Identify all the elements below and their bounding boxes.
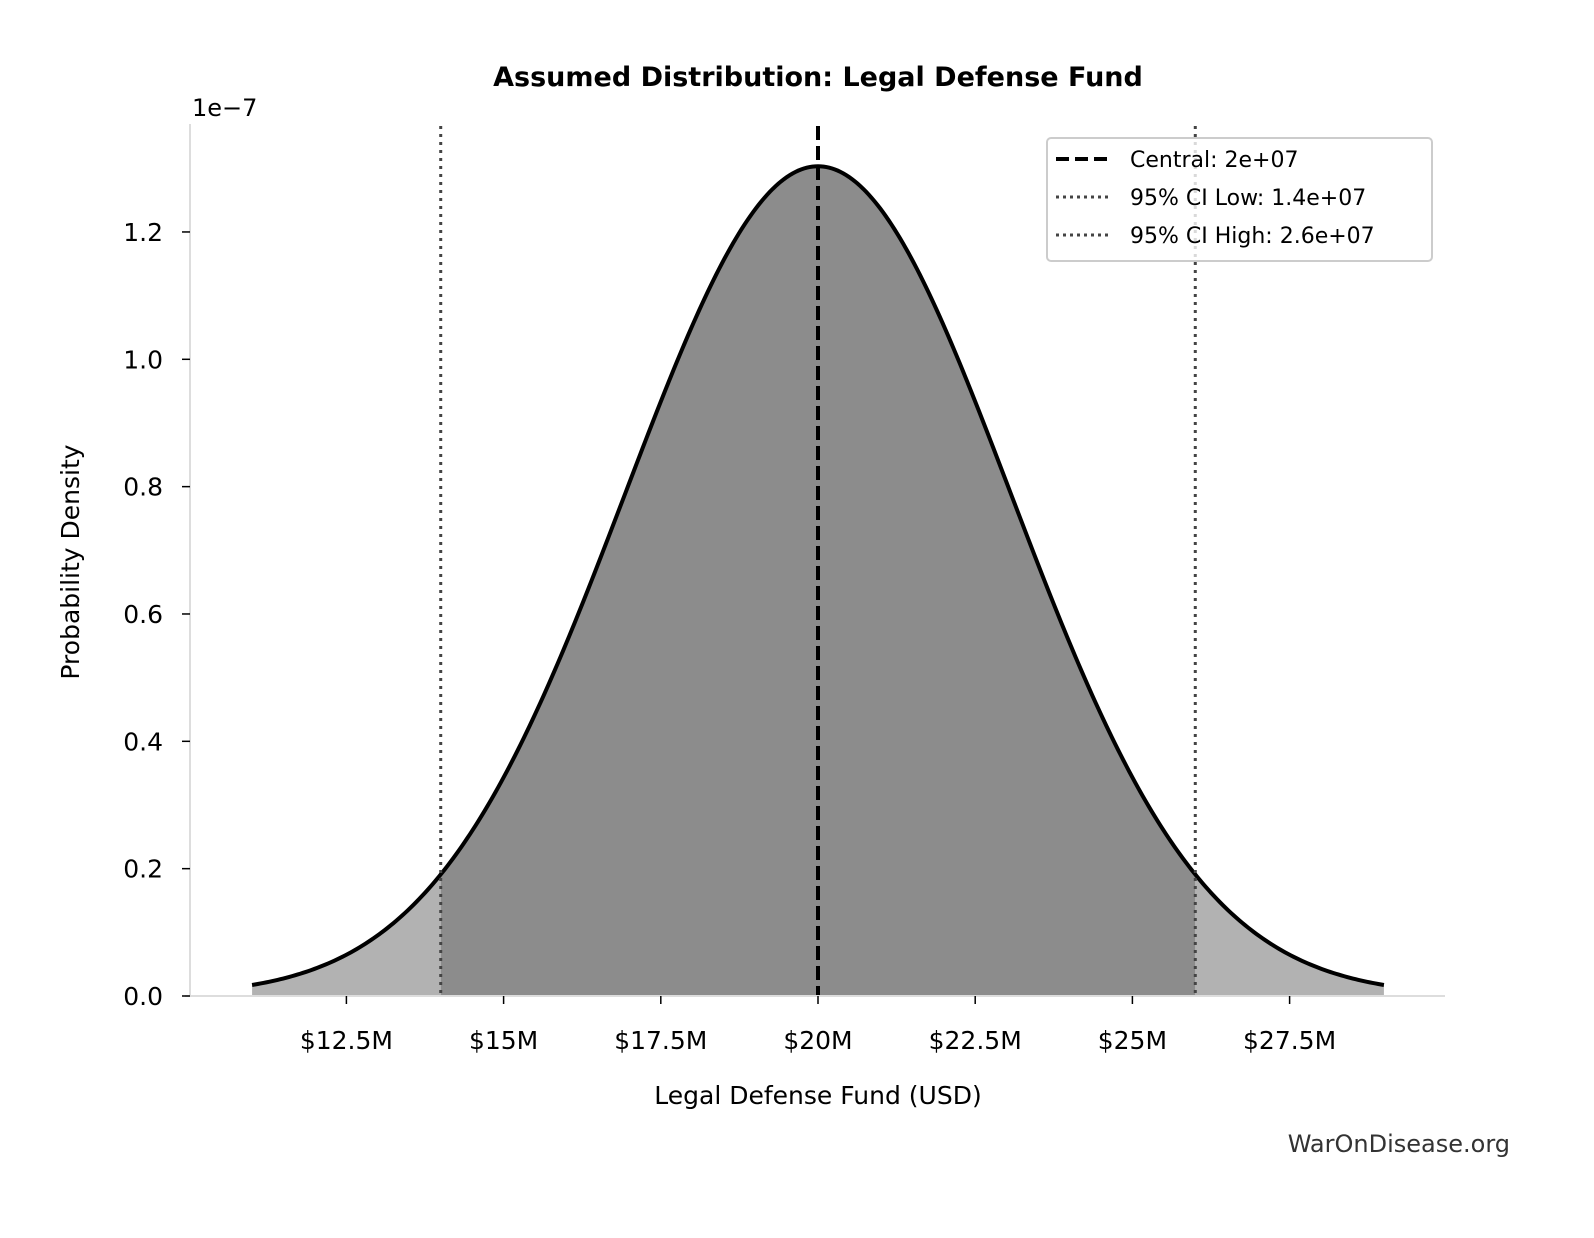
x-tick-label-6: $27.5M <box>1243 1026 1336 1055</box>
x-tick-label-3: $20M <box>783 1026 852 1055</box>
y-offset-label: 1e−7 <box>192 94 257 122</box>
x-axis-label: Legal Defense Fund (USD) <box>654 1081 981 1110</box>
x-tick-label-5: $25M <box>1098 1026 1167 1055</box>
y-tick-label-6: 1.2 <box>123 218 163 247</box>
plot-area <box>251 126 1385 996</box>
ci-area <box>440 166 1196 996</box>
y-tick-label-4: 0.8 <box>123 473 163 502</box>
legend: Central: 2e+07 95% CI Low: 1.4e+07 95% CI … <box>1046 137 1433 262</box>
watermark: WarOnDisease.org <box>1288 1130 1510 1158</box>
x-tick-label-4: $22.5M <box>929 1026 1022 1055</box>
left-tail-area <box>252 874 441 996</box>
legend-label-0: Central: 2e+07 <box>1130 148 1298 173</box>
chart-title: Assumed Distribution: Legal Defense Fund <box>493 62 1143 93</box>
y-tick-label-3: 0.6 <box>123 600 163 629</box>
legend-label-2: 95% CI High: 2.6e+07 <box>1130 224 1375 249</box>
right-tail-area <box>1195 874 1384 996</box>
x-tick-label-2: $17.5M <box>614 1026 707 1055</box>
y-tick-label-2: 0.4 <box>123 727 163 756</box>
legend-label-1: 95% CI Low: 1.4e+07 <box>1130 186 1366 211</box>
axes: $12.5M $15M $17.5M $20M $22.5M $25M $27.5M 0.0 0… <box>123 124 1445 1055</box>
y-tick-label-1: 0.2 <box>123 855 163 884</box>
x-tick-label-0: $12.5M <box>300 1026 393 1055</box>
y-axis-label: Probability Density <box>56 444 85 679</box>
y-tick-label-5: 1.0 <box>123 345 163 374</box>
x-tick-label-1: $15M <box>469 1026 538 1055</box>
y-tick-label-0: 0.0 <box>123 982 163 1011</box>
legend-box <box>1046 137 1433 262</box>
